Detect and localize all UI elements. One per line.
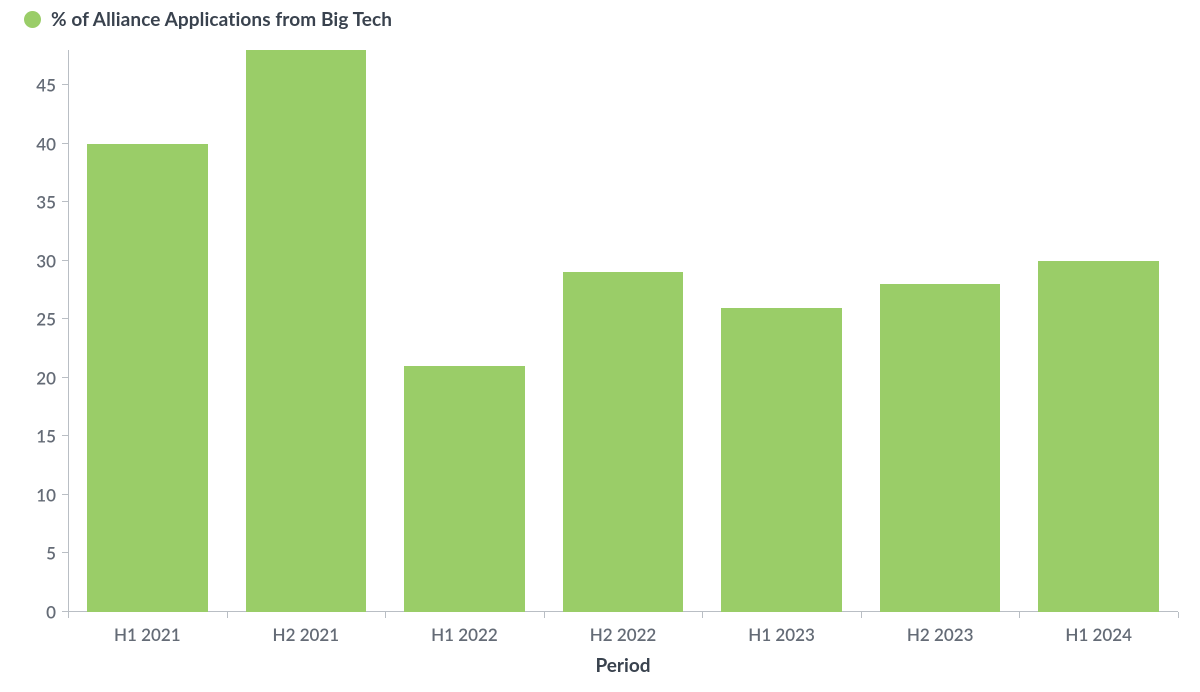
bar bbox=[563, 272, 684, 612]
bar bbox=[87, 144, 208, 612]
bar bbox=[1038, 261, 1159, 612]
y-tick-label: 10 bbox=[36, 484, 68, 505]
y-tick-label: 5 bbox=[46, 543, 68, 564]
y-tick-label: 35 bbox=[36, 192, 68, 213]
bar bbox=[721, 308, 842, 612]
bar-slot bbox=[227, 50, 386, 612]
y-tick-label: 20 bbox=[36, 367, 68, 388]
bar-slot bbox=[544, 50, 703, 612]
bar-slot bbox=[385, 50, 544, 612]
bar bbox=[880, 284, 1001, 612]
bar bbox=[404, 366, 525, 612]
legend-label: % of Alliance Applications from Big Tech bbox=[51, 8, 392, 31]
bar-slot bbox=[861, 50, 1020, 612]
y-tick-label: 0 bbox=[46, 602, 68, 623]
x-tick-mark bbox=[1178, 612, 1179, 618]
legend-marker-icon bbox=[24, 11, 41, 28]
bar-slot bbox=[1019, 50, 1178, 612]
y-tick-label: 45 bbox=[36, 75, 68, 96]
y-tick-label: 15 bbox=[36, 426, 68, 447]
bar-slot bbox=[702, 50, 861, 612]
bar bbox=[246, 50, 367, 612]
legend: % of Alliance Applications from Big Tech bbox=[24, 8, 392, 31]
bars-group bbox=[68, 50, 1178, 612]
plot-area: 051015202530354045 H1 2021H2 2021H1 2022… bbox=[68, 50, 1178, 612]
y-tick-label: 40 bbox=[36, 133, 68, 154]
y-tick-label: 30 bbox=[36, 250, 68, 271]
chart-container: % of Alliance Applications from Big Tech… bbox=[0, 0, 1200, 692]
x-axis-title: Period bbox=[68, 612, 1178, 677]
bar-slot bbox=[68, 50, 227, 612]
y-tick-label: 25 bbox=[36, 309, 68, 330]
